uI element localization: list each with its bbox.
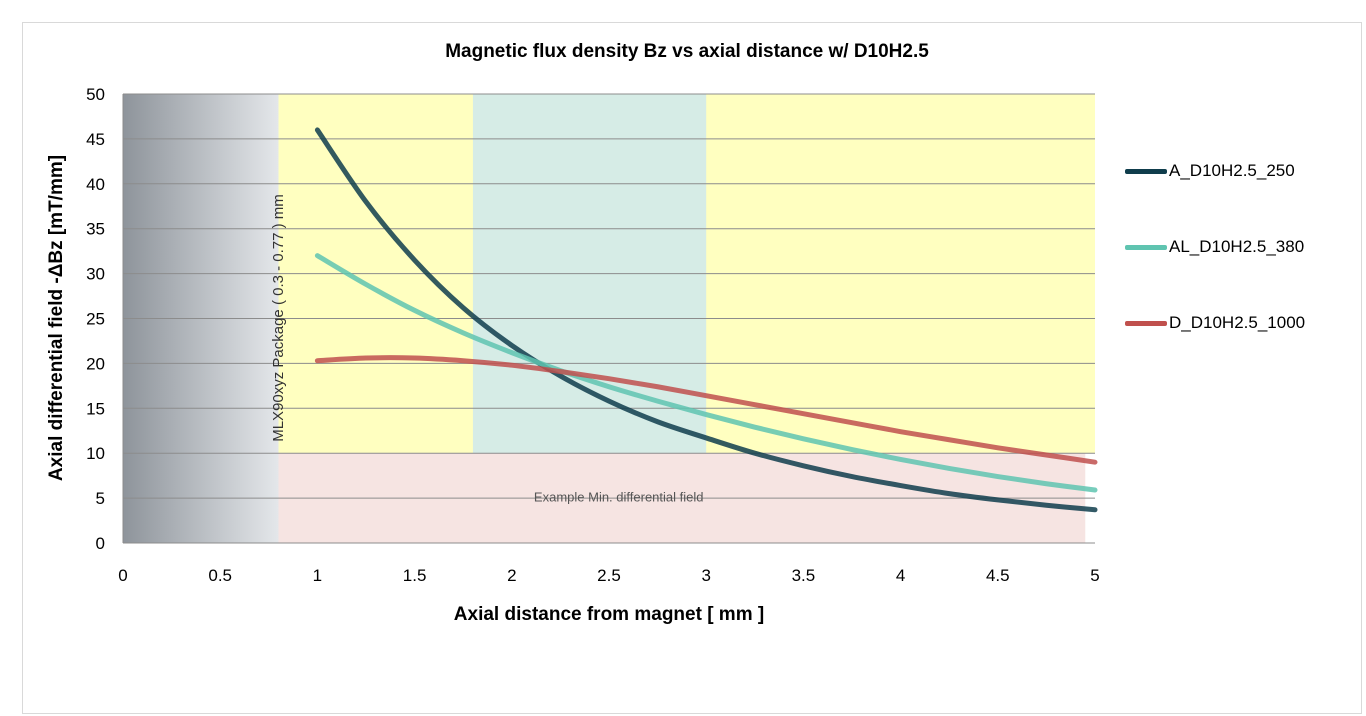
x-tick-label: 2	[507, 566, 516, 585]
package-region-label: MLX90xyz Package ( 0.3 - 0.77 ) mm	[270, 194, 287, 442]
series-line-d	[314, 355, 1098, 465]
legend-swatch-al	[1125, 244, 1167, 250]
min-field-label: Example Min. differential field	[534, 490, 704, 505]
legend-label-d: D_D10H2.5_1000	[1169, 313, 1306, 332]
x-tick-label: 3	[701, 566, 710, 585]
y-axis-label: Axial differential field -ΔBz [mT/mm]	[46, 155, 67, 481]
y-tick-label: 35	[86, 220, 105, 239]
y-tick-label: 5	[96, 489, 105, 508]
legend-swatch-a	[1125, 168, 1167, 174]
x-tick-label: 2.5	[597, 566, 621, 585]
y-tick-label: 20	[86, 354, 105, 373]
x-tick-label: 1.5	[403, 566, 427, 585]
x-tick-label: 0.5	[208, 566, 232, 585]
series-line-al	[314, 253, 1098, 493]
y-tick-label: 45	[86, 130, 105, 149]
y-tick-label: 50	[86, 85, 105, 104]
x-tick-label: 0	[118, 566, 127, 585]
x-tick-label: 4.5	[986, 566, 1010, 585]
legend-label-a: A_D10H2.5_250	[1169, 161, 1295, 180]
legend-label-al: AL_D10H2.5_380	[1169, 237, 1305, 256]
y-tick-label: 25	[86, 310, 105, 329]
y-tick-label: 30	[86, 265, 105, 284]
series-line-a	[314, 127, 1098, 513]
legend-item-d: D_D10H2.5_1000	[1125, 312, 1365, 334]
legend-item-a: A_D10H2.5_250	[1125, 160, 1365, 182]
x-axis-label: Axial distance from magnet [ mm ]	[454, 604, 764, 625]
legend: A_D10H2.5_250 AL_D10H2.5_380 D_D10H2.5_1…	[1125, 160, 1365, 388]
x-tick-label: 4	[896, 566, 905, 585]
y-tick-label: 0	[96, 534, 105, 553]
y-tick-label: 40	[86, 175, 105, 194]
y-tick-label: 15	[86, 399, 105, 418]
legend-swatch-d	[1125, 320, 1167, 326]
chart-title: Magnetic flux density Bz vs axial distan…	[445, 41, 929, 62]
x-tick-label: 5	[1090, 566, 1099, 585]
x-tick-label: 1	[313, 566, 322, 585]
x-tick-label: 3.5	[792, 566, 816, 585]
legend-item-al: AL_D10H2.5_380	[1125, 236, 1365, 258]
y-tick-label: 10	[86, 444, 105, 463]
